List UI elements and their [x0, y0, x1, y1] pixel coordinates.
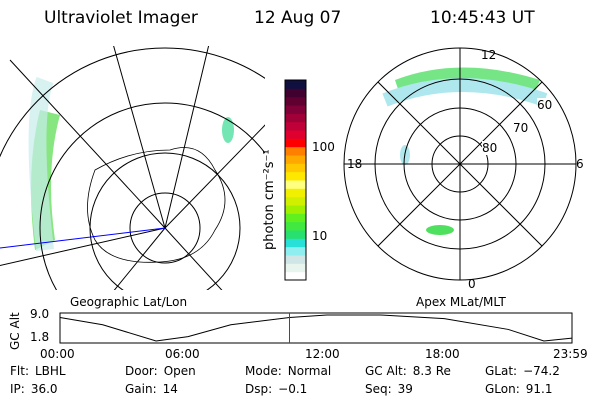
colorbar-swatch — [285, 196, 306, 206]
colorbar-swatch — [285, 121, 306, 131]
mlt-label: 6 — [576, 157, 584, 171]
colorbar-swatch — [285, 80, 306, 89]
colorbar-label: photon cm⁻²s⁻¹ — [262, 149, 277, 250]
status-field: Mode: Normal — [245, 364, 331, 378]
status-value: LBHL — [34, 364, 66, 378]
colorbar-tick: 100 — [312, 140, 335, 154]
status-value: 39 — [397, 382, 413, 396]
status-value: −74.2 — [523, 364, 560, 378]
status-key: Flt: — [10, 364, 29, 378]
polar-grid — [343, 47, 577, 281]
time: 10:45:43 UT — [430, 8, 535, 28]
status-value: 14 — [162, 382, 178, 396]
ytick: 9.0 — [30, 307, 50, 321]
magnetic-polar-map — [382, 67, 548, 235]
status-field: GLat: −74.2 — [485, 364, 560, 378]
colorbar-swatch — [285, 105, 306, 114]
colorbar-swatch — [285, 146, 306, 156]
status-value: Normal — [287, 364, 332, 378]
mlt-label: 18 — [347, 157, 363, 171]
geographic-map — [0, 46, 265, 290]
timeline-box — [59, 312, 573, 344]
status-key: Dsp: — [245, 382, 273, 396]
xtick: 00:00 — [40, 347, 75, 361]
colorbar-swatch — [285, 205, 306, 214]
status-field: Flt: LBHL — [10, 364, 66, 378]
right-map-label: Apex MLat/MLT — [416, 295, 506, 309]
mlt-label: 12 — [481, 48, 497, 62]
timeline-ylabel: GC Alt — [8, 312, 22, 350]
status-field: IP: 36.0 — [10, 382, 58, 396]
ytick: 1.8 — [30, 330, 50, 344]
status-key: IP: — [10, 382, 25, 396]
colorbar-tick: 10 — [312, 229, 328, 243]
colorbar-swatch — [285, 96, 306, 106]
xtick: 06:00 — [165, 347, 200, 361]
status-value: Open — [163, 364, 196, 378]
status-field: GLon: 91.1 — [485, 382, 552, 396]
status-key: Mode: — [245, 364, 282, 378]
colorbar-swatch — [285, 238, 306, 248]
lat-label: 60 — [537, 98, 553, 112]
colorbar-swatch — [285, 113, 306, 123]
colorbar-swatch — [285, 213, 306, 223]
gc-alt-line — [59, 314, 573, 342]
colorbar-swatch — [285, 230, 306, 239]
colorbar-swatch — [285, 163, 306, 173]
colorbar-swatch — [285, 263, 306, 273]
instrument-title: Ultraviolet Imager — [44, 8, 198, 28]
status-key: Door: — [125, 364, 158, 378]
date: 12 Aug 07 — [254, 8, 342, 28]
colorbar-swatch — [285, 88, 306, 98]
status-key: GLat: — [485, 364, 518, 378]
status-value: 8.3 Re — [412, 364, 451, 378]
colorbar-swatch — [285, 188, 306, 198]
xtick: 12:00 — [305, 347, 340, 361]
status-field: Door: Open — [125, 364, 196, 378]
colorbar-swatch — [285, 255, 306, 264]
colorbar-swatch — [285, 246, 306, 256]
colorbar-swatch — [285, 138, 306, 148]
xtick: 18:00 — [425, 347, 460, 361]
status-field: GC Alt: 8.3 Re — [365, 364, 451, 378]
lat-label: 70 — [513, 121, 529, 135]
colorbar — [285, 80, 306, 281]
left-map-label: Geographic Lat/Lon — [70, 295, 188, 309]
xtick: 23:59 — [553, 347, 588, 361]
mlt-label: 0 — [468, 277, 476, 291]
colorbar-swatch — [285, 221, 306, 231]
status-key: GLon: — [485, 382, 520, 396]
colorbar-swatch — [285, 180, 306, 189]
status-field: Dsp: −0.1 — [245, 382, 307, 396]
status-key: GC Alt: — [365, 364, 407, 378]
antarctica-coastline — [87, 147, 226, 263]
colorbar-swatch — [285, 130, 306, 139]
colorbar-swatch — [285, 271, 306, 281]
status-value: −0.1 — [278, 382, 308, 396]
status-key: Seq: — [365, 382, 392, 396]
status-field: Gain: 14 — [125, 382, 178, 396]
status-key: Gain: — [125, 382, 157, 396]
status-value: 91.1 — [525, 382, 553, 396]
status-field: Seq: 39 — [365, 382, 413, 396]
colorbar-swatch — [285, 155, 306, 164]
status-value: 36.0 — [30, 382, 58, 396]
lat-label: 80 — [482, 141, 498, 155]
colorbar-swatch — [285, 171, 306, 181]
